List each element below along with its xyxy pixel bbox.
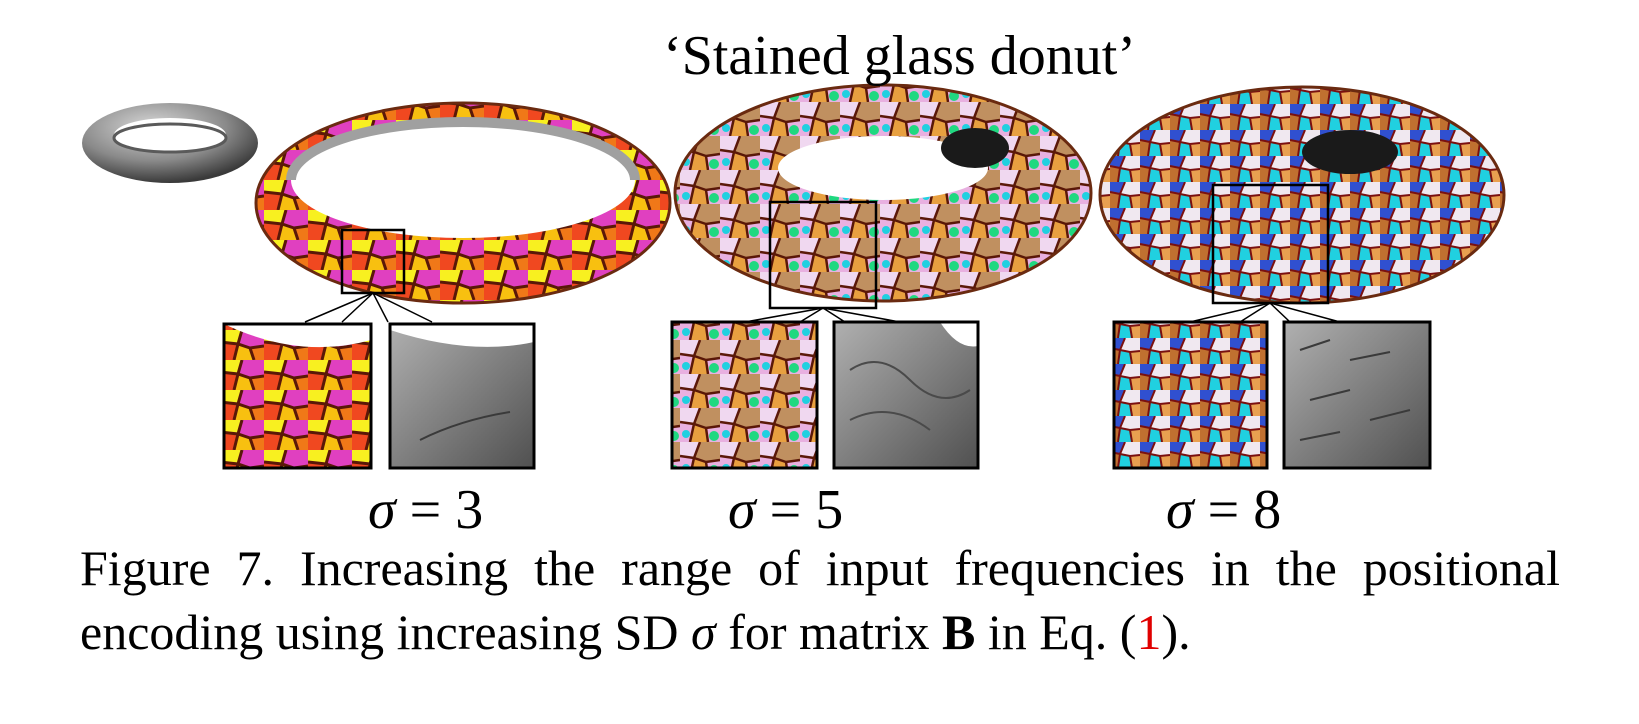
zoom-color-sigma-3 bbox=[222, 322, 373, 470]
reference-torus bbox=[82, 103, 258, 183]
equation-reference-link[interactable]: 1 bbox=[1136, 604, 1162, 660]
sigma-value: = 5 bbox=[755, 479, 844, 541]
zoom-geometry-sigma-3 bbox=[388, 322, 536, 470]
torus-sigma-8 bbox=[1098, 85, 1506, 323]
torus-sigma-3 bbox=[254, 101, 672, 323]
caption-sigma: σ bbox=[691, 604, 716, 660]
sigma-value: = 3 bbox=[395, 479, 484, 541]
torus-sigma-5 bbox=[673, 83, 1093, 323]
caption-text-a: Increasing the range of input frequencie… bbox=[80, 540, 1560, 660]
zoom-color-sigma-5 bbox=[670, 320, 819, 470]
zoom-geometry-sigma-5 bbox=[832, 320, 980, 470]
caption-text-c: in Eq. ( bbox=[975, 604, 1137, 660]
caption-matrix: B bbox=[942, 604, 976, 660]
sigma-label-3: σ = 3 bbox=[368, 478, 483, 542]
sigma-symbol: σ bbox=[368, 479, 396, 541]
figure-caption: Figure 7. Increasing the range of input … bbox=[80, 536, 1560, 664]
sigma-label-5: σ = 5 bbox=[728, 478, 843, 542]
caption-text-b: for matrix bbox=[715, 604, 943, 660]
figure-title: ‘Stained glass donut’ bbox=[663, 25, 1136, 87]
zoom-geometry-sigma-8 bbox=[1282, 320, 1432, 470]
zoom-color-sigma-8 bbox=[1112, 320, 1269, 470]
sigma-value: = 8 bbox=[1193, 479, 1282, 541]
sigma-label-8: σ = 8 bbox=[1166, 478, 1281, 542]
sigma-symbol: σ bbox=[1166, 479, 1194, 541]
caption-label: Figure 7. bbox=[80, 540, 274, 596]
sigma-symbol: σ bbox=[728, 479, 756, 541]
caption-text-d: ). bbox=[1161, 604, 1191, 660]
